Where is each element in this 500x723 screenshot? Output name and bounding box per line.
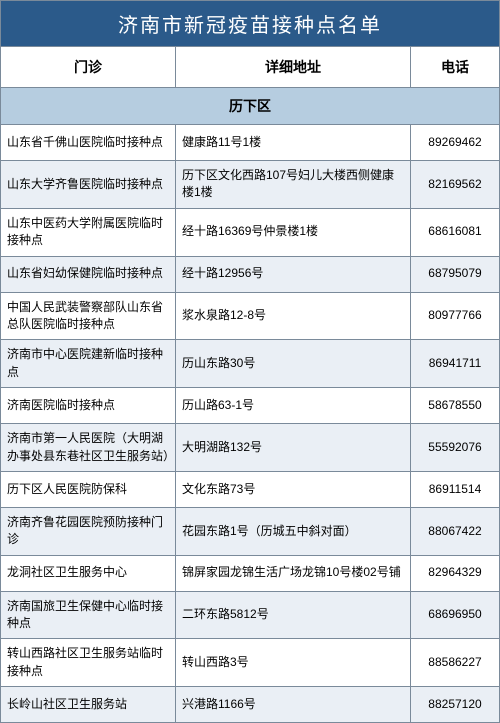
table-header-row: 门诊 详细地址 电话 — [1, 47, 499, 88]
table-row: 济南国旅卫生保健中心临时接种点二环东路5812号68696950 — [1, 592, 499, 640]
cell-phone: 68795079 — [411, 257, 499, 292]
cell-address: 经十路12956号 — [176, 257, 411, 292]
cell-phone: 88586227 — [411, 639, 499, 686]
cell-phone: 82169562 — [411, 161, 499, 208]
cell-address: 健康路11号1楼 — [176, 125, 411, 160]
cell-name: 济南市中心医院建新临时接种点 — [1, 340, 176, 387]
table-row: 山东大学齐鲁医院临时接种点历下区文化西路107号妇儿大楼西侧健康楼1楼82169… — [1, 161, 499, 209]
vaccine-site-table: 济南市新冠疫苗接种点名单 门诊 详细地址 电话 历下区 山东省千佛山医院临时接种… — [0, 0, 500, 723]
cell-name: 济南医院临时接种点 — [1, 388, 176, 423]
table-row: 济南医院临时接种点历山路63-1号58678550 — [1, 388, 499, 424]
page-title: 济南市新冠疫苗接种点名单 — [1, 1, 499, 47]
cell-address: 经十路16369号仲景楼1楼 — [176, 209, 411, 256]
cell-address: 兴港路1166号 — [176, 687, 411, 722]
table-row: 济南市第一人民医院（大明湖办事处县东巷社区卫生服务站）大明湖路132号55592… — [1, 424, 499, 472]
cell-phone: 55592076 — [411, 424, 499, 471]
table-row: 中国人民武装警察部队山东省总队医院临时接种点浆水泉路12-8号80977766 — [1, 293, 499, 341]
cell-name: 中国人民武装警察部队山东省总队医院临时接种点 — [1, 293, 176, 340]
cell-address: 大明湖路132号 — [176, 424, 411, 471]
cell-phone: 82964329 — [411, 556, 499, 591]
cell-phone: 58678550 — [411, 388, 499, 423]
table-row: 济南市中心医院建新临时接种点历山东路30号86941711 — [1, 340, 499, 388]
cell-address: 历下区文化西路107号妇儿大楼西侧健康楼1楼 — [176, 161, 411, 208]
cell-name: 济南齐鲁花园医院预防接种门诊 — [1, 508, 176, 555]
cell-phone: 88257120 — [411, 687, 499, 722]
cell-address: 锦屏家园龙锦生活广场龙锦10号楼02号铺 — [176, 556, 411, 591]
table-row: 转山西路社区卫生服务站临时接种点转山西路3号88586227 — [1, 639, 499, 687]
cell-address: 浆水泉路12-8号 — [176, 293, 411, 340]
cell-phone: 68696950 — [411, 592, 499, 639]
table-row: 山东省千佛山医院临时接种点健康路11号1楼89269462 — [1, 125, 499, 161]
col-header-phone: 电话 — [411, 47, 499, 87]
table-row: 济南齐鲁花园医院预防接种门诊花园东路1号（历城五中斜对面）88067422 — [1, 508, 499, 556]
table-body: 山东省千佛山医院临时接种点健康路11号1楼89269462山东大学齐鲁医院临时接… — [1, 125, 499, 723]
table-row: 长岭山社区卫生服务站兴港路1166号88257120 — [1, 687, 499, 723]
cell-name: 山东中医药大学附属医院临时接种点 — [1, 209, 176, 256]
cell-phone: 86941711 — [411, 340, 499, 387]
cell-address: 转山西路3号 — [176, 639, 411, 686]
cell-name: 济南市第一人民医院（大明湖办事处县东巷社区卫生服务站） — [1, 424, 176, 471]
col-header-address: 详细地址 — [176, 47, 411, 87]
district-header: 历下区 — [1, 88, 499, 125]
cell-name: 历下区人民医院防保科 — [1, 472, 176, 507]
cell-name: 山东省妇幼保健院临时接种点 — [1, 257, 176, 292]
cell-name: 长岭山社区卫生服务站 — [1, 687, 176, 722]
cell-name: 济南国旅卫生保健中心临时接种点 — [1, 592, 176, 639]
cell-name: 山东大学齐鲁医院临时接种点 — [1, 161, 176, 208]
table-row: 历下区人民医院防保科文化东路73号86911514 — [1, 472, 499, 508]
cell-phone: 80977766 — [411, 293, 499, 340]
cell-phone: 89269462 — [411, 125, 499, 160]
cell-address: 文化东路73号 — [176, 472, 411, 507]
table-row: 山东省妇幼保健院临时接种点经十路12956号68795079 — [1, 257, 499, 293]
cell-name: 龙洞社区卫生服务中心 — [1, 556, 176, 591]
cell-name: 山东省千佛山医院临时接种点 — [1, 125, 176, 160]
cell-address: 历山东路30号 — [176, 340, 411, 387]
table-row: 山东中医药大学附属医院临时接种点经十路16369号仲景楼1楼68616081 — [1, 209, 499, 257]
cell-address: 历山路63-1号 — [176, 388, 411, 423]
col-header-name: 门诊 — [1, 47, 176, 87]
cell-name: 转山西路社区卫生服务站临时接种点 — [1, 639, 176, 686]
cell-address: 花园东路1号（历城五中斜对面） — [176, 508, 411, 555]
cell-phone: 86911514 — [411, 472, 499, 507]
cell-address: 二环东路5812号 — [176, 592, 411, 639]
cell-phone: 68616081 — [411, 209, 499, 256]
cell-phone: 88067422 — [411, 508, 499, 555]
table-row: 龙洞社区卫生服务中心锦屏家园龙锦生活广场龙锦10号楼02号铺82964329 — [1, 556, 499, 592]
